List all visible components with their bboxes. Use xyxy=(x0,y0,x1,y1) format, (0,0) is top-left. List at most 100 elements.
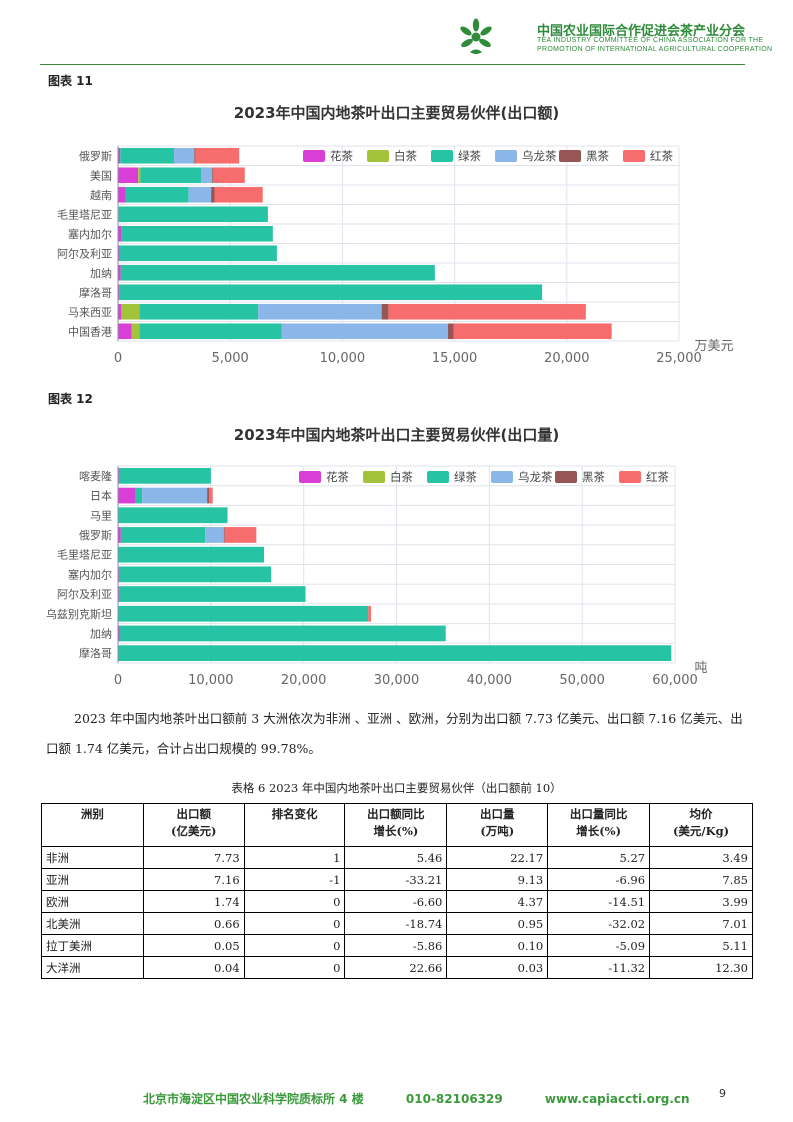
x-tick-label: 0 xyxy=(114,673,122,688)
x-tick-label: 40,000 xyxy=(467,673,513,688)
category-label: 阿尔及利亚 xyxy=(57,588,112,601)
bar-segment-乌龙茶 xyxy=(201,167,213,184)
org-name-en-line2: PROMOTION OF INTERNATIONAL AGRICULTURAL … xyxy=(537,45,773,53)
category-label: 加纳 xyxy=(90,627,112,640)
category-label: 毛里塔尼亚 xyxy=(57,208,112,221)
bar-segment-白茶 xyxy=(131,323,140,340)
bar-segment-绿茶 xyxy=(118,566,272,583)
legend-swatch xyxy=(303,150,325,162)
category-label: 摩洛哥 xyxy=(79,646,112,660)
bar-segment-白茶 xyxy=(121,303,140,320)
category-label: 马里 xyxy=(90,509,112,522)
bar-segment-绿茶 xyxy=(118,206,268,223)
page-header: 中国农业国际合作促进会茶产业分会 TEA INDUSTRY COMMITTEE … xyxy=(40,14,772,65)
legend-swatch xyxy=(431,150,453,162)
bar-segment-黑茶 xyxy=(447,323,454,340)
legend-swatch xyxy=(363,471,385,483)
legend-label: 乌龙茶 xyxy=(518,470,553,484)
footer-address: 北京市海淀区中国农业科学院质标所 4 楼 xyxy=(143,1092,364,1106)
bar-segment-红茶 xyxy=(214,186,263,203)
col-header-volume-yoy: 出口量同比 增长(%) xyxy=(547,803,651,847)
category-label: 塞内加尔 xyxy=(68,567,112,581)
col-header-export-value: 出口额 (亿美元) xyxy=(142,803,245,847)
legend-swatch xyxy=(299,471,321,483)
x-tick-label: 30,000 xyxy=(374,673,420,688)
legend-swatch xyxy=(623,150,645,162)
bar-segment-黑茶 xyxy=(223,527,225,543)
table-row: 拉丁美洲 0.05 0 -5.86 0.10 -5.09 5.11 xyxy=(41,934,753,957)
bar-segment-绿茶 xyxy=(120,264,435,281)
category-label: 塞内加尔 xyxy=(68,227,112,241)
col-header-avg-price: 均价 (美元/Kg) xyxy=(649,803,753,847)
category-label: 日本 xyxy=(90,489,112,503)
bar-segment-绿茶 xyxy=(119,625,446,642)
org-name-en-line1: TEA INDUSTRY COMMITTEE OF CHINA ASSOCIAT… xyxy=(537,37,764,44)
bar-segment-绿茶 xyxy=(119,284,543,301)
x-tick-label: 25,000 xyxy=(656,351,702,366)
bar-segment-绿茶 xyxy=(140,167,202,184)
footer-website[interactable]: www.capiaccti.org.cn xyxy=(544,1092,690,1106)
legend-label: 黑茶 xyxy=(586,149,609,163)
bar-segment-乌龙茶 xyxy=(188,186,212,203)
bar-segment-绿茶 xyxy=(139,323,282,340)
legend-label: 黑茶 xyxy=(582,470,605,484)
bar-segment-绿茶 xyxy=(125,186,189,203)
bar-segment-绿茶 xyxy=(118,546,265,563)
col-header-export-volume: 出口量 (万吨) xyxy=(446,803,549,847)
bar-segment-乌龙茶 xyxy=(142,487,208,504)
bar-segment-乌龙茶 xyxy=(281,323,448,340)
table-header-row: 洲别 出口额 (亿美元) 排名变化 出口额同比 增长(%) 出口量 (万吨) 出口量同… xyxy=(41,803,753,847)
bar-segment-花茶 xyxy=(118,225,122,242)
category-label: 阿尔及利亚 xyxy=(57,247,112,260)
bar-segment-红茶 xyxy=(224,527,257,543)
figure-12-label: 图表 12 xyxy=(48,392,93,406)
bar-segment-黑茶 xyxy=(211,186,215,203)
chart-2-title: 2023年中国内地茶叶出口主要贸易伙伴(出口量) xyxy=(233,426,560,444)
bar-segment-绿茶 xyxy=(120,147,175,164)
x-tick-label: 50,000 xyxy=(559,673,605,688)
bar-segment-花茶 xyxy=(118,167,139,184)
x-tick-label: 20,000 xyxy=(281,673,327,688)
org-name-en: TEA INDUSTRY COMMITTEE OF CHINA ASSOCIAT… xyxy=(537,37,772,54)
col-header-rank-change: 排名变化 xyxy=(243,803,346,847)
bar-segment-花茶 xyxy=(118,527,121,543)
continent-export-table: 洲别 出口额 (亿美元) 排名变化 出口额同比 增长(%) 出口量 (万吨) 出口量同… xyxy=(41,803,753,979)
legend-label: 绿茶 xyxy=(458,149,481,163)
bar-segment-绿茶 xyxy=(118,507,228,524)
summary-paragraph: 2023 年中国内地茶叶出口额前 3 大洲依次为非洲 、亚洲 、欧洲，分别为出口… xyxy=(46,711,743,756)
category-label: 喀麦隆 xyxy=(79,469,112,483)
bar-segment-绿茶 xyxy=(118,605,369,622)
category-label: 俄罗斯 xyxy=(79,150,112,163)
table-row: 北美洲 0.66 0 -18.74 0.95 -32.02 7.01 xyxy=(41,912,753,935)
bar-segment-绿茶 xyxy=(119,245,277,262)
category-label: 加纳 xyxy=(90,267,112,280)
bar-segment-花茶 xyxy=(118,147,121,164)
col-header-continent: 洲别 xyxy=(41,803,144,847)
table-row: 欧洲 1.74 0 -6.60 4.37 -14.51 3.99 xyxy=(41,890,753,913)
bar-segment-乌龙茶 xyxy=(258,303,382,320)
bar-segment-红茶 xyxy=(453,323,612,340)
bar-segment-绿茶 xyxy=(118,586,306,602)
bar-segment-绿茶 xyxy=(135,487,143,504)
category-label: 乌兹别克斯坦 xyxy=(46,607,112,621)
footer-phone: 010-82106329 xyxy=(405,1092,503,1106)
x-tick-label: 15,000 xyxy=(432,351,478,366)
legend-label: 白茶 xyxy=(390,470,413,484)
x-tick-label: 60,000 xyxy=(652,673,698,688)
bar-segment-绿茶 xyxy=(118,467,211,484)
bar-segment-白茶 xyxy=(138,167,141,184)
bar-segment-黑茶 xyxy=(194,147,196,164)
legend-swatch xyxy=(559,150,581,162)
legend-swatch xyxy=(619,471,641,483)
bar-segment-花茶 xyxy=(118,487,136,504)
bar-segment-花茶 xyxy=(118,186,126,203)
category-label: 美国 xyxy=(90,169,112,182)
bar-segment-绿茶 xyxy=(118,645,672,662)
bar-segment-乌龙茶 xyxy=(205,527,224,543)
legend-label: 白茶 xyxy=(394,149,417,163)
legend-swatch xyxy=(491,471,513,483)
category-label: 摩洛哥 xyxy=(79,285,112,299)
legend-swatch xyxy=(367,150,389,162)
bar-segment-红茶 xyxy=(388,303,586,320)
legend-label: 花茶 xyxy=(330,149,353,163)
